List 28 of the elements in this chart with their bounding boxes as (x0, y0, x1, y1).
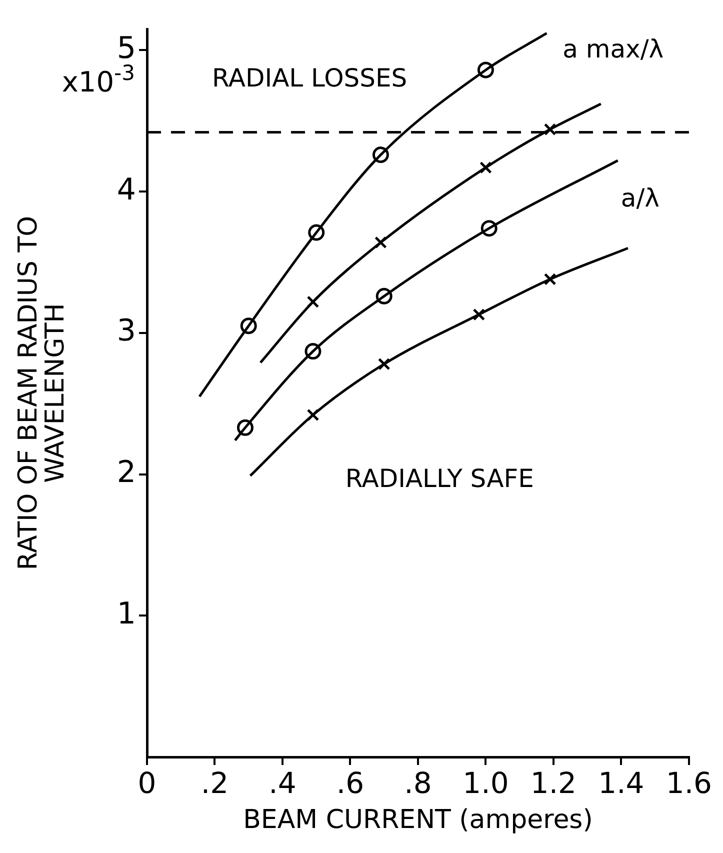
x-tick-label: .2 (200, 766, 229, 800)
annotation: RADIAL LOSSES (212, 63, 408, 92)
point (544, 273, 556, 286)
point (306, 408, 320, 422)
annotation: RADIALLY SAFE (345, 464, 534, 493)
x-tick-label: 0 (138, 766, 156, 800)
point (480, 161, 492, 174)
x-tick-label: .6 (336, 766, 364, 800)
annotation: a max/λ (562, 34, 664, 64)
point (306, 296, 320, 308)
x-tick-label: 1.0 (462, 766, 509, 800)
y-tick-label: 1 (116, 596, 136, 632)
x-tick-label: .8 (404, 766, 432, 800)
x-tick-label: 1.6 (666, 766, 712, 800)
y-tick-label: 4 (116, 172, 136, 208)
point (374, 236, 387, 249)
annotation: a/λ (620, 184, 660, 213)
point (472, 308, 486, 321)
x-axis-title: BEAM CURRENT (amperes) (243, 805, 593, 836)
point (378, 358, 390, 370)
x-tick-label: .4 (268, 766, 296, 800)
line-series (234, 159, 620, 442)
x-tick-label: 1.4 (598, 766, 644, 800)
y-tick-label: 2 (116, 455, 136, 490)
point (544, 123, 556, 136)
y-axis-title: RATIO OF BEAM RADIUS TO WAVELENGTH (13, 216, 71, 570)
y-tick-label: 3 (116, 314, 136, 349)
x-tick-label: 1.2 (530, 766, 577, 800)
